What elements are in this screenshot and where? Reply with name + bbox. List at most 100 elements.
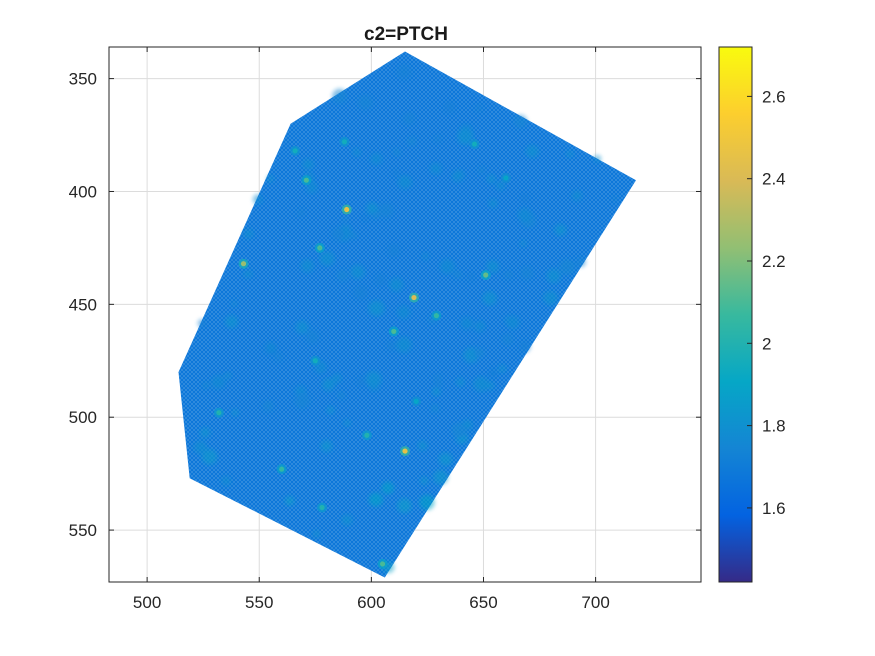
texture-blob	[305, 330, 320, 344]
texture-blob	[332, 88, 347, 104]
colorbar-tick-label: 1.8	[762, 417, 786, 436]
texture-blob	[433, 374, 442, 383]
texture-blob	[362, 215, 369, 222]
x-tick-label: 600	[357, 593, 385, 612]
texture-blob	[474, 347, 485, 358]
texture-blob	[381, 481, 394, 495]
hotspot	[279, 466, 285, 472]
texture-blob	[396, 337, 412, 353]
texture-blob	[397, 305, 411, 319]
hotspot	[402, 448, 408, 454]
texture-blob	[520, 240, 527, 247]
hotspot	[216, 410, 222, 416]
texture-blob	[443, 101, 456, 114]
hotspot	[312, 358, 318, 364]
colorbar: 1.6 1.8 2 2.2 2.4 2.6	[718, 46, 786, 583]
hotspot	[303, 177, 309, 183]
texture-blob	[420, 476, 429, 485]
texture-blob	[466, 273, 475, 282]
texture-blob	[396, 64, 412, 80]
texture-blob	[475, 104, 483, 112]
texture-blob	[199, 427, 211, 438]
texture-blob	[326, 406, 335, 414]
texture-blob	[434, 381, 442, 389]
texture-blob	[477, 166, 486, 174]
texture-blob	[488, 368, 498, 378]
texture-blob	[357, 94, 373, 111]
texture-blob	[337, 391, 346, 400]
texture-blob	[356, 377, 366, 387]
texture-blob	[403, 112, 415, 125]
texture-blob	[554, 224, 567, 236]
colorbar-ticks: 1.6 1.8 2 2.2 2.4 2.6	[747, 87, 786, 518]
texture-blob	[231, 300, 238, 307]
texture-blob	[262, 400, 274, 412]
texture-blob	[389, 278, 403, 292]
texture-blob	[302, 158, 314, 171]
texture-blob	[593, 155, 602, 163]
texture-blob	[331, 228, 345, 241]
hotspot	[341, 139, 348, 145]
texture-blob	[559, 259, 576, 275]
texture-blob	[433, 469, 449, 485]
texture-blob	[407, 136, 417, 146]
texture-blob	[398, 175, 412, 190]
texture-blob	[571, 190, 583, 201]
texture-blob	[337, 269, 349, 282]
texture-blob	[453, 169, 465, 181]
y-tick-label: 450	[69, 295, 97, 314]
colorbar-tick-label: 1.6	[762, 499, 786, 518]
texture-blob	[297, 208, 306, 217]
texture-blob	[319, 251, 335, 266]
texture-blob	[353, 285, 368, 301]
hotspot	[240, 261, 247, 267]
texture-blob	[430, 404, 440, 413]
texture-blob	[496, 180, 506, 191]
texture-blob	[520, 194, 530, 203]
texture-blob	[517, 207, 532, 222]
colorbar-tick-label: 2.2	[762, 252, 786, 271]
colorbar-gradient	[718, 46, 753, 583]
texture-blob	[518, 340, 531, 353]
texture-blob	[438, 452, 453, 466]
colorbar-tick-label: 2	[762, 334, 771, 353]
texture-blob	[525, 145, 539, 158]
texture-blob	[368, 492, 383, 507]
hotspot	[379, 561, 386, 567]
texture-blob	[506, 316, 520, 330]
texture-blob	[434, 135, 442, 143]
texture-blob	[374, 274, 387, 286]
texture-blob	[452, 422, 467, 438]
texture-blob	[457, 128, 474, 145]
texture-blob	[487, 174, 496, 183]
texture-blob	[225, 315, 238, 329]
y-tick-label: 500	[69, 408, 97, 427]
texture-blob	[488, 198, 498, 208]
texture-blob	[422, 252, 430, 260]
axes-box	[108, 46, 702, 583]
texture-blob	[306, 181, 318, 194]
texture-blob	[575, 257, 586, 268]
x-axis: 500 550 600 650 700	[133, 47, 610, 612]
hotspot	[471, 141, 478, 147]
texture-blob	[265, 342, 276, 353]
colorbar-tick-label: 2.6	[762, 87, 786, 106]
x-tick-label: 550	[245, 593, 273, 612]
texture-blob	[350, 264, 365, 280]
y-tick-label: 550	[69, 521, 97, 540]
texture-blob	[194, 440, 207, 454]
texture-blob	[371, 211, 380, 220]
texture-blob	[300, 259, 314, 273]
texture-blob	[387, 244, 401, 257]
texture-blob	[352, 148, 361, 157]
texture-blob	[546, 269, 561, 283]
texture-blob	[474, 320, 486, 332]
texture-blob	[504, 270, 514, 280]
texture-blob	[221, 476, 232, 486]
hotspot	[292, 148, 298, 154]
texture-blob	[243, 228, 254, 239]
hotspot	[503, 175, 509, 181]
texture-blob	[566, 150, 574, 158]
x-tick-label: 700	[581, 593, 609, 612]
